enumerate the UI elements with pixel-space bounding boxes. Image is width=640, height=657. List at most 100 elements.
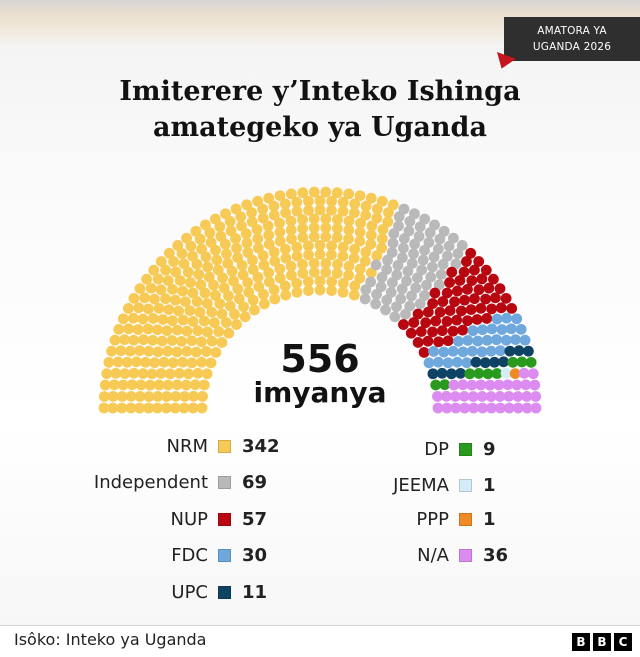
legend-label: Independent [93, 471, 208, 493]
seat-nrm [314, 195, 326, 207]
seat-independent [443, 240, 455, 252]
seat-nrm [349, 280, 361, 292]
seat-fdc [511, 313, 523, 325]
seat-nrm [178, 258, 190, 270]
seat-nrm [98, 402, 110, 414]
seat-nup [437, 296, 449, 307]
seat-nrm [257, 203, 269, 215]
seat-nup [462, 315, 473, 327]
seat-nrm [147, 334, 159, 346]
seat-nrm [179, 391, 191, 402]
seat-nrm [203, 271, 215, 283]
seat-nup [465, 247, 477, 259]
seat-independent [370, 298, 382, 310]
seat-nrm [164, 368, 176, 380]
seat-nrm [110, 367, 122, 379]
seat-nrm [280, 207, 291, 219]
seat-nrm [167, 357, 179, 369]
seat-independent [456, 240, 468, 251]
seat-fdc [457, 346, 469, 358]
seat-nup [459, 294, 470, 306]
seat-n-a [466, 379, 478, 391]
seat-nrm [166, 335, 178, 346]
seat-nrm [354, 263, 366, 275]
seat-n-a [450, 402, 462, 414]
seat-nrm [240, 228, 252, 240]
seat-ppp [509, 368, 521, 379]
seat-nrm [229, 308, 240, 320]
seat-dp [473, 368, 485, 379]
seat-nrm [196, 356, 208, 368]
seat-nrm [297, 214, 308, 225]
bbc-logo: B B C [572, 633, 632, 651]
seat-nrm [274, 235, 286, 247]
seat-nrm [348, 289, 360, 301]
seat-nrm [133, 302, 145, 314]
seat-nrm [187, 316, 199, 327]
seat-nrm [365, 192, 377, 204]
seat-independent [404, 300, 416, 312]
seat-nrm [224, 216, 236, 227]
seat-nrm [354, 235, 366, 247]
seat-independent [403, 225, 415, 237]
seat-nrm [186, 357, 198, 369]
seat-nrm [146, 368, 158, 380]
seat-nrm [343, 269, 355, 281]
seat-nrm [190, 346, 202, 358]
seat-nrm [220, 317, 232, 328]
seat-nrm [326, 285, 337, 296]
seat-nrm [337, 196, 349, 208]
seat-nrm [354, 190, 366, 202]
seat-nrm [187, 287, 199, 299]
seat-n-a [494, 402, 506, 414]
legend-label: UPC [171, 581, 208, 603]
seat-nrm [177, 356, 189, 368]
seat-nrm [354, 272, 366, 284]
seat-fdc [472, 335, 484, 347]
seat-nrm [157, 314, 169, 325]
seat-nup [405, 327, 417, 339]
seat-nrm [331, 232, 343, 243]
seat-nup [455, 305, 467, 317]
seat-nrm [376, 242, 388, 254]
seat-nrm [241, 237, 253, 249]
seat-nrm [106, 345, 118, 357]
seat-nrm [181, 232, 193, 244]
seat-independent [370, 259, 382, 271]
seat-fdc [494, 345, 506, 357]
seat-nrm [308, 257, 320, 269]
seat-nup [427, 326, 438, 338]
seat-nrm [141, 273, 153, 285]
seat-nrm [302, 276, 314, 288]
seat-independent [381, 294, 393, 306]
seat-nrm [359, 255, 371, 267]
seat-independent [412, 272, 423, 284]
seat-nrm [149, 357, 161, 369]
seat-nrm [331, 223, 343, 234]
seat-nrm [285, 215, 297, 227]
legend-item-dp: DP 9 [0, 436, 640, 462]
seat-n-a [512, 391, 524, 402]
seat-n-a [511, 379, 523, 391]
seat-dp [439, 379, 451, 391]
seat-nrm [365, 229, 377, 241]
badge-line-2: UGANDA 2026 [532, 41, 612, 53]
seat-independent [435, 269, 447, 280]
seat-nrm [213, 326, 225, 337]
seat-independent [416, 264, 428, 276]
seat-fdc [515, 323, 527, 335]
seat-nrm [208, 317, 220, 329]
legend-swatch [459, 443, 472, 456]
seat-n-a [476, 391, 488, 402]
seat-nrm [314, 284, 326, 296]
seat-nrm [343, 215, 355, 227]
seat-nrm [303, 204, 314, 216]
seat-nrm [192, 367, 204, 379]
seat-nup [458, 266, 470, 278]
bbc-logo-letter: B [593, 633, 611, 651]
seat-nrm [200, 219, 211, 231]
seat-independent [417, 254, 429, 266]
seat-nrm [183, 368, 194, 380]
seat-nrm [326, 195, 338, 207]
seat-nrm [268, 200, 280, 212]
